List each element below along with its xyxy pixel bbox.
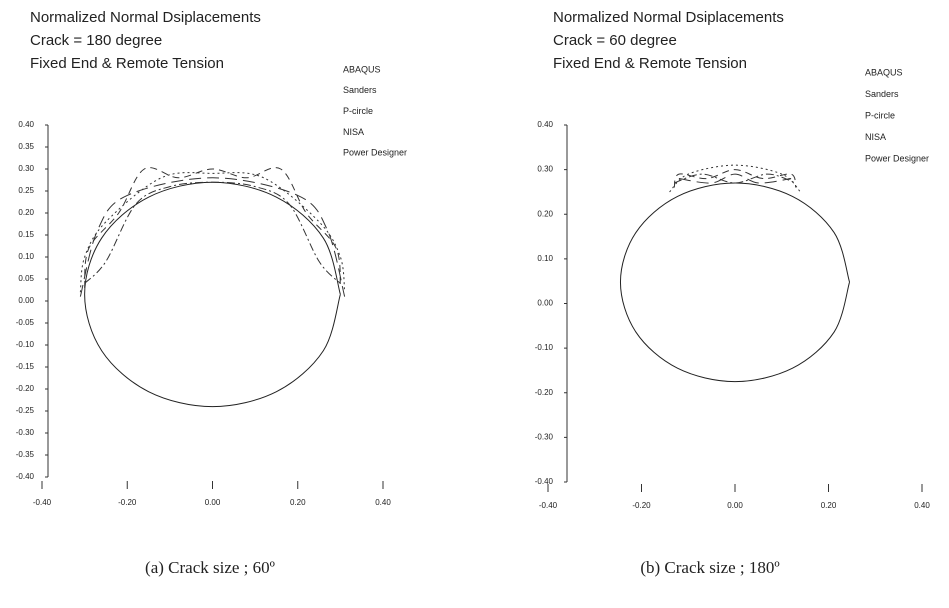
y-tick-label: 0.10 [18,252,34,261]
y-tick-label: -0.05 [16,318,35,327]
series-line [619,182,851,383]
x-tick-label: -0.40 [539,501,558,510]
chart-title: Normalized Normal Dsiplacements [553,9,784,26]
legend-label: Sanders [343,85,377,95]
chart-title: Normalized Normal Dsiplacements [30,9,261,26]
legend-label: P-circle [865,110,895,120]
legend-label: ABAQUS [343,64,381,74]
y-tick-label: -0.40 [535,477,554,486]
series-line [678,173,792,184]
caption: (b) Crack size ; 180º [640,558,779,577]
x-tick-label: 0.00 [205,498,221,507]
legend-label: NISA [343,127,364,137]
chart-title: Crack = 60 degree [553,32,677,49]
x-tick-label: -0.40 [33,498,52,507]
chart-title: Fixed End & Remote Tension [30,55,224,72]
y-tick-label: -0.35 [16,450,35,459]
x-tick-label: 0.40 [375,498,391,507]
y-tick-label: 0.05 [18,274,34,283]
y-tick-label: -0.10 [16,340,35,349]
y-tick-label: -0.30 [535,432,554,441]
y-tick-label: 0.20 [18,208,34,217]
legend-label: Power Designer [343,148,407,158]
y-tick-label: 0.30 [537,165,553,174]
legend-label: Power Designer [865,153,929,163]
y-tick-label: 0.10 [537,254,553,263]
y-tick-label: 0.40 [18,120,34,129]
series-line [674,173,796,184]
y-tick-label: 0.35 [18,142,34,151]
x-tick-label: 0.20 [290,498,306,507]
x-tick-label: 0.00 [727,501,743,510]
y-tick-label: 0.00 [18,296,34,305]
legend-label: P-circle [343,106,373,116]
y-tick-label: -0.15 [16,362,35,371]
x-tick-label: -0.20 [118,498,137,507]
y-tick-label: 0.20 [537,209,553,218]
x-tick-label: 0.40 [914,501,930,510]
y-tick-label: -0.40 [16,472,35,481]
y-tick-label: 0.40 [537,120,553,129]
series-line [84,181,341,408]
y-tick-label: -0.30 [16,428,35,437]
legend-label: NISA [865,132,886,142]
series-line [84,167,341,288]
series-line [79,177,346,297]
y-tick-label: 0.00 [537,299,553,308]
y-tick-label: -0.20 [16,384,35,393]
legend-label: Sanders [865,89,899,99]
chart-title: Crack = 180 degree [30,32,162,49]
y-tick-label: -0.10 [535,343,554,352]
y-tick-label: 0.25 [18,186,34,195]
caption: (a) Crack size ; 60º [145,558,275,577]
y-tick-label: 0.15 [18,230,34,239]
chart-title: Fixed End & Remote Tension [553,55,747,72]
y-tick-label: -0.20 [535,388,554,397]
y-tick-label: -0.25 [16,406,35,415]
y-tick-label: 0.30 [18,164,34,173]
series-line [673,169,797,188]
legend-label: ABAQUS [865,67,903,77]
x-tick-label: 0.20 [821,501,837,510]
x-tick-label: -0.20 [632,501,651,510]
series-line [84,181,341,284]
